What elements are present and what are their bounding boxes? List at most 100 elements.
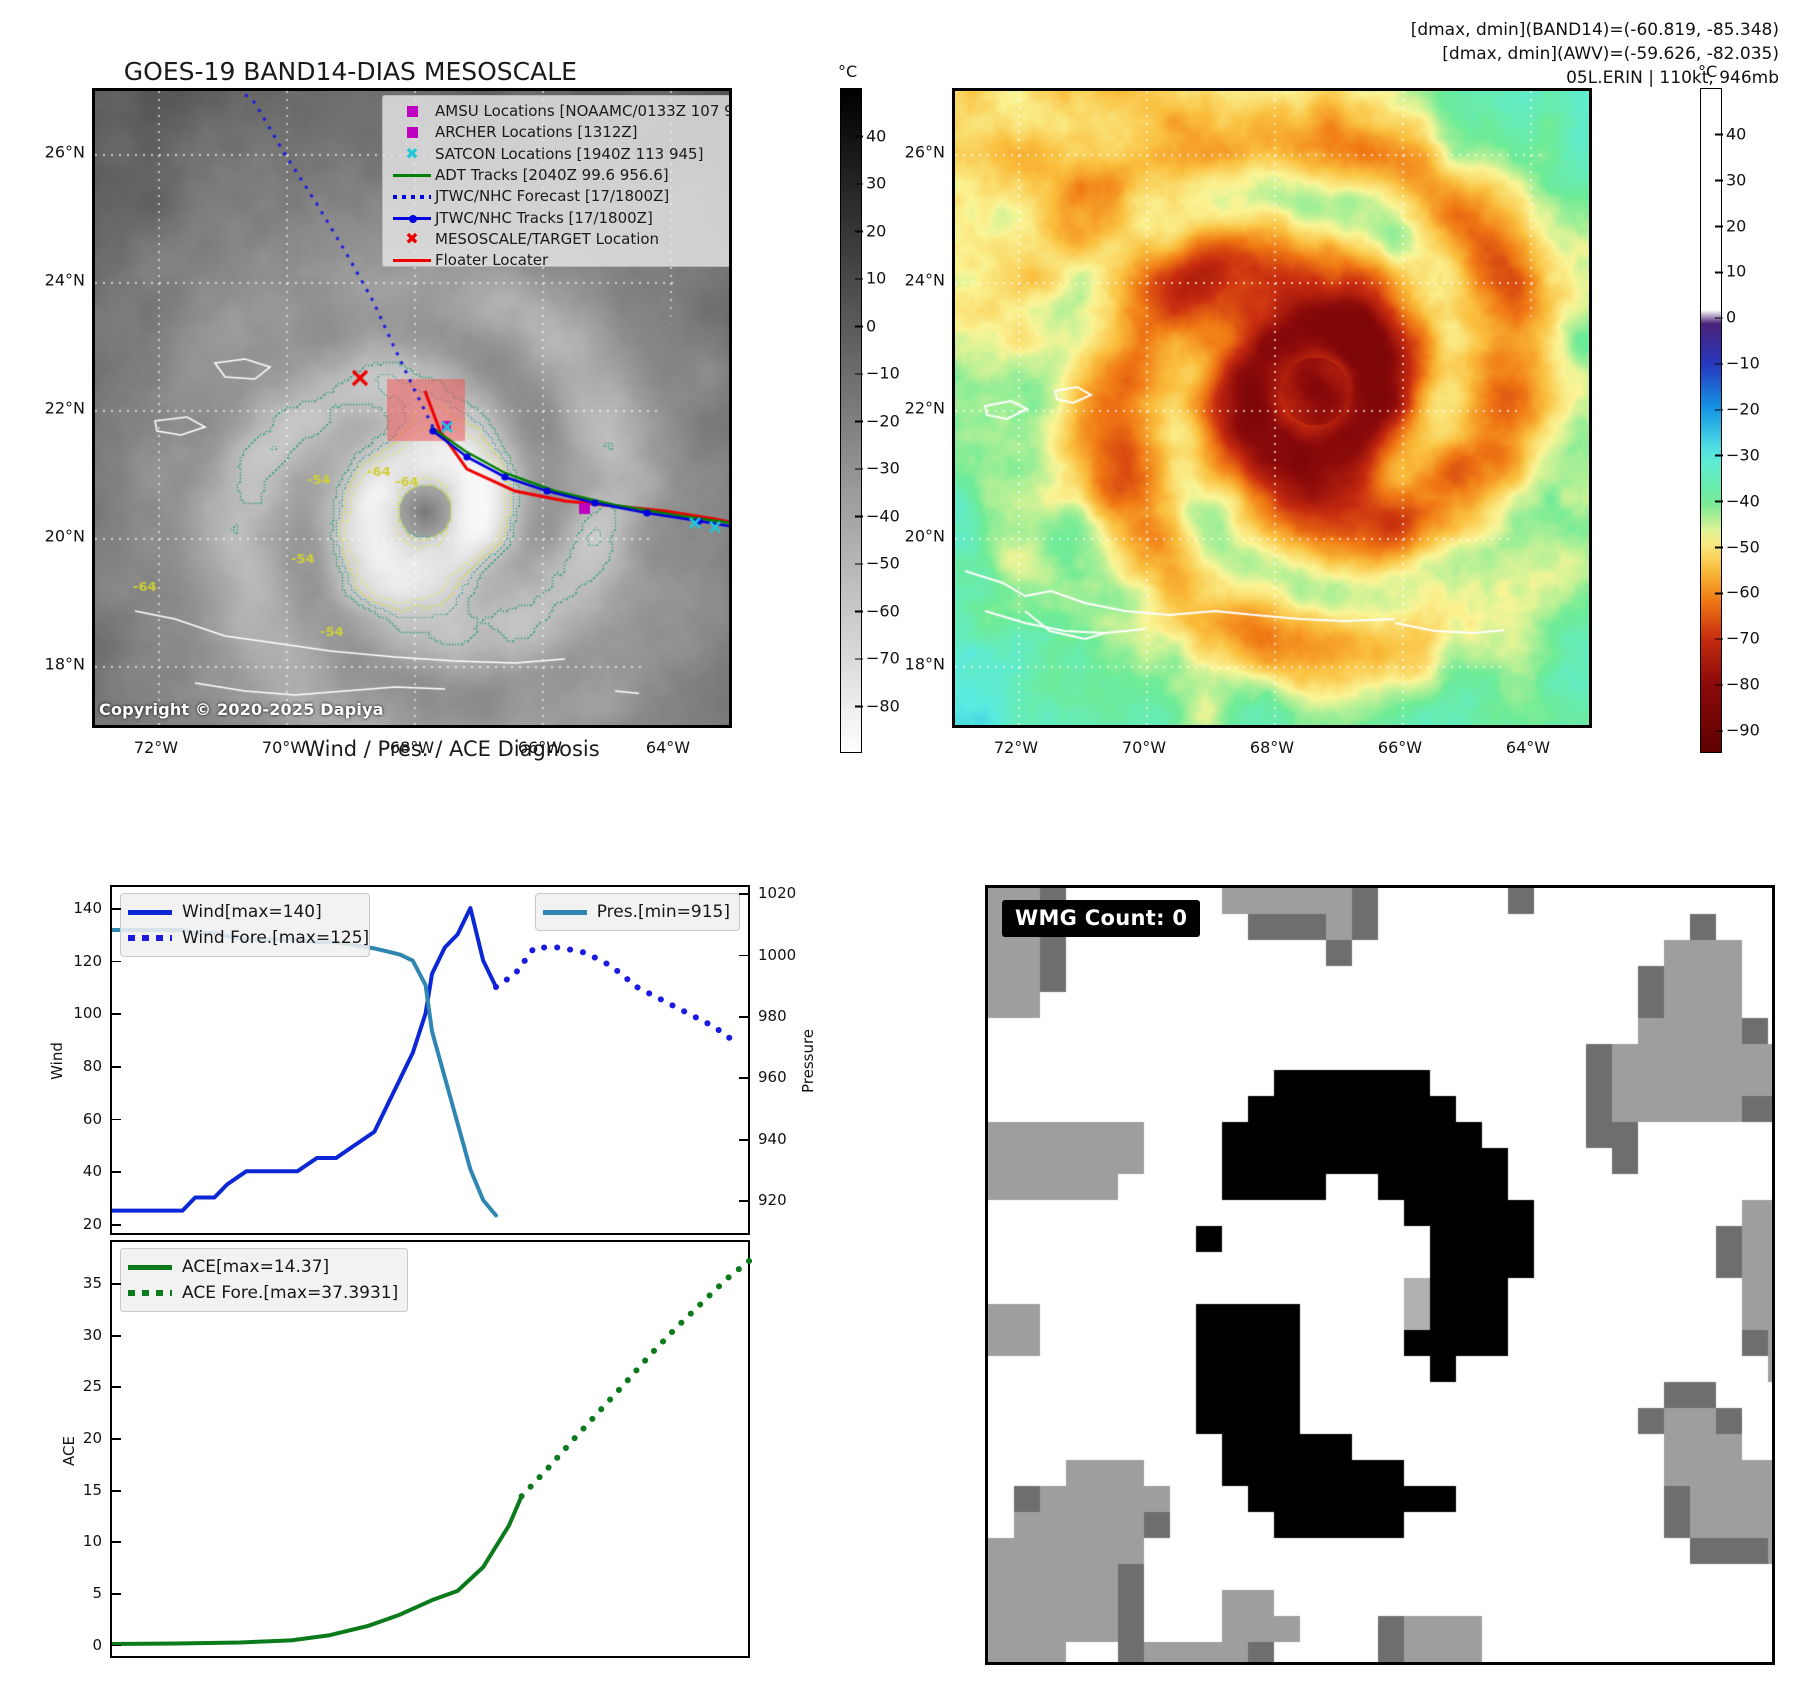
axis-tick-label: 1020 [758,884,797,903]
colorbar-tick-label: −30 [1715,445,1760,464]
legend-label: JTWC/NHC Forecast [17/1800Z] [435,187,670,206]
legend-label: ACE[max=14.37] [182,1257,330,1277]
axis-tick-label: 1000 [758,945,797,964]
axis-tick-label: 20 [82,1214,102,1233]
tick-mark [112,1283,121,1286]
legend-label: ADT Tracks [2040Z 99.6 956.6] [435,166,669,185]
legend-label: SATCON Locations [1940Z 113 945] [435,144,704,163]
axis-tick-label: 22°N [904,398,945,418]
legend-item: ACE Fore.[max=37.3931] [128,1280,398,1306]
axis-tick-label: 66°W [517,738,563,757]
ir-satellite-panel[interactable]: AMSU Locations [NOAAMC/0133Z 107 946] AR… [92,88,732,728]
amsu-square-icon [389,106,435,118]
wind-y-ticks: 20 40 60 80 100 120 140 [73,887,748,1233]
legend-label: JTWC/NHC Tracks [17/1800Z] [435,208,653,227]
colorbar-tick-label: 40 [1715,124,1746,143]
tick-mark [112,908,121,910]
wmg-panel[interactable]: WMG Count: 0 [985,885,1775,1665]
satcon-x-icon: ✖ [405,144,419,164]
colorbar-tick-label: 30 [1715,170,1746,189]
axis-tick-label: 18°N [44,654,85,674]
copyright-notice: Copyright © 2020-2025 Dapiya [99,700,384,719]
pressure-axis-title: Pressure [798,1028,817,1094]
axis-tick-label: 68°W [389,738,435,757]
colorbar-tick-label: −80 [1715,675,1760,694]
ace-chart[interactable]: ACE[max=14.37] ACE Fore.[max=37.3931] 0 5… [60,1240,752,1658]
tick-mark [112,1334,121,1337]
wmg-count-badge: WMG Count: 0 [1002,900,1201,937]
axis-tick-label: 120 [73,951,102,970]
legend-label: ARCHER Locations [1312Z] [435,123,638,142]
tick-mark [112,1065,121,1068]
tick-mark [112,1489,121,1492]
axis-tick-label: 24°N [44,270,85,290]
wmg-image [988,888,1772,1662]
target-x-icon: ✖ [405,229,419,249]
tick-mark [112,960,121,963]
tick-mark [739,1138,748,1141]
tick-mark [112,1438,121,1440]
axis-tick-label: 15 [82,1480,102,1499]
archer-square-icon [389,127,435,139]
legend-label: Floater Locater [435,251,549,270]
legend-label: Wind Fore.[max=125] [182,928,370,948]
pressure-legend: Pres.[min=915] [534,893,740,931]
axis-tick-label: 140 [73,899,102,918]
ace-plot-area [112,1255,752,1646]
pressure-y-ticks: 920 940 960 980 1000 1020 [112,884,796,1233]
axis-tick-label: 70°W [261,738,307,757]
axis-tick-label: 20°N [44,526,85,546]
water-vapor-panel[interactable] [952,88,1592,728]
track-line-marker-icon [389,214,435,223]
colorbar-gradient [1700,88,1722,753]
axis-tick-label: 20°N [904,526,945,546]
wind-axis-title: Wind [47,1042,66,1080]
title-line-1: GOES-19 BAND14-DIAS MESOSCALE [123,57,577,86]
axis-tick-label: 72°W [993,738,1039,757]
axis-tick-label: 960 [758,1068,787,1087]
series-line [518,1255,752,1500]
meta-storm-id: 05L.ERIN | 110kt, 946mb [1566,68,1779,88]
colorbar-tick-label: 0 [1715,308,1736,327]
wind-pressure-chart[interactable]: Wind[max=140] Wind Fore.[max=125] Pres.[… [48,884,817,1235]
tick-mark [112,1541,121,1544]
legend-item: Wind[max=140] [128,899,360,925]
colorbar-tick-label: −40 [1715,491,1760,510]
axis-tick-label: 940 [758,1129,787,1148]
tick-mark [739,1200,748,1202]
pressure-line-icon [542,909,597,915]
colorbar-tick-label: −60 [1715,583,1760,602]
tick-mark [739,1077,748,1080]
axis-tick-label: 25 [82,1377,102,1396]
legend-item: Floater Locater [389,250,724,271]
colorbar-tick-label: −20 [855,411,900,430]
tick-mark [112,1171,121,1173]
legend-item: ADT Tracks [2040Z 99.6 956.6] [389,165,724,186]
wind-line-icon [128,909,182,915]
colorbar-tick-label: 20 [855,221,886,240]
colorbar-tick-label: −30 [855,459,900,478]
wind-legend: Wind[max=140] Wind Fore.[max=125] [120,893,370,957]
legend-label: AMSU Locations [NOAAMC/0133Z 107 946] [435,102,732,121]
colorbar-tick-label: −80 [855,696,900,715]
axis-tick-label: 26°N [44,142,85,162]
tick-mark [112,1592,121,1595]
colorbar-tick-label: −60 [855,601,900,620]
legend-item: JTWC/NHC Forecast [17/1800Z] [389,186,724,207]
axis-tick-label: 5 [92,1583,102,1602]
meta-awv-range: [dmax, dmin](AWV)=(-59.626, -82.035) [1442,44,1779,64]
colorbar-tick-label: 10 [855,269,886,288]
axis-tick-label: 26°N [904,142,945,162]
colorbar-tick-label: 30 [855,174,886,193]
axis-tick-label: 24°N [904,270,945,290]
axis-tick-label: 80 [82,1056,102,1075]
ace-forecast-dotted-icon [128,1290,182,1296]
axis-tick-label: 60 [82,1109,102,1128]
wv-image [955,91,1589,725]
legend-label: ACE Fore.[max=37.3931] [182,1283,399,1303]
axis-tick-label: 22°N [44,398,85,418]
metadata-block: [dmax, dmin](BAND14)=(-60.819, -85.348) … [1411,18,1779,90]
axis-tick-label: 72°W [133,738,179,757]
tick-mark [112,1386,121,1389]
